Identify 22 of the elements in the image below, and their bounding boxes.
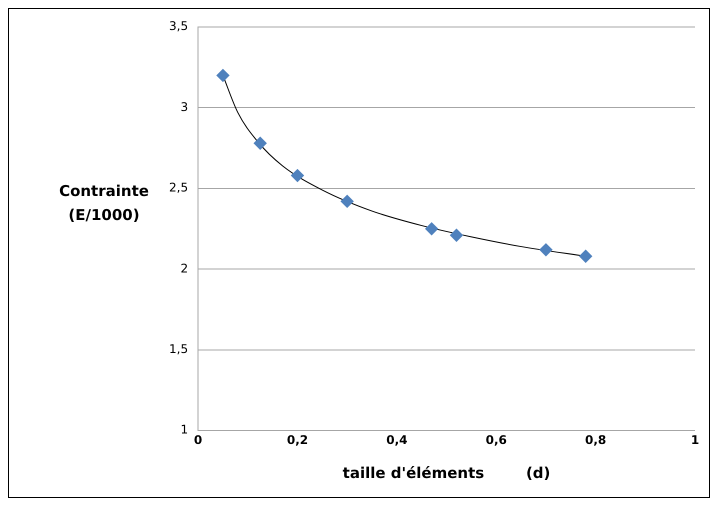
point [579, 250, 592, 263]
y-tick-label: 3,5 [168, 19, 188, 34]
point [450, 228, 463, 242]
x-tick-label: 1 [690, 432, 700, 447]
y-tick-label: 2 [180, 261, 188, 276]
point [254, 136, 267, 150]
y-tick-label: 1,5 [168, 342, 188, 356]
point [290, 169, 304, 182]
y-tick-label: 3 [180, 100, 188, 114]
x-tick-label: 0 [194, 432, 202, 447]
x-tick-label: 0,2 [286, 432, 308, 447]
x-axis-title: taille d'éléments (d) [342, 464, 550, 482]
y-axis-title: Contrainte (E/1000) [59, 182, 149, 224]
y-tick-label: 1 [180, 422, 188, 437]
y-tick-label: 2,5 [168, 180, 188, 195]
x-tick-label: 0,6 [486, 432, 507, 447]
point [539, 243, 552, 256]
point [216, 68, 230, 82]
point [425, 222, 438, 236]
point [340, 194, 354, 208]
x-tick-label: 0,8 [584, 432, 606, 447]
x-tick-label: 0,4 [386, 432, 408, 447]
